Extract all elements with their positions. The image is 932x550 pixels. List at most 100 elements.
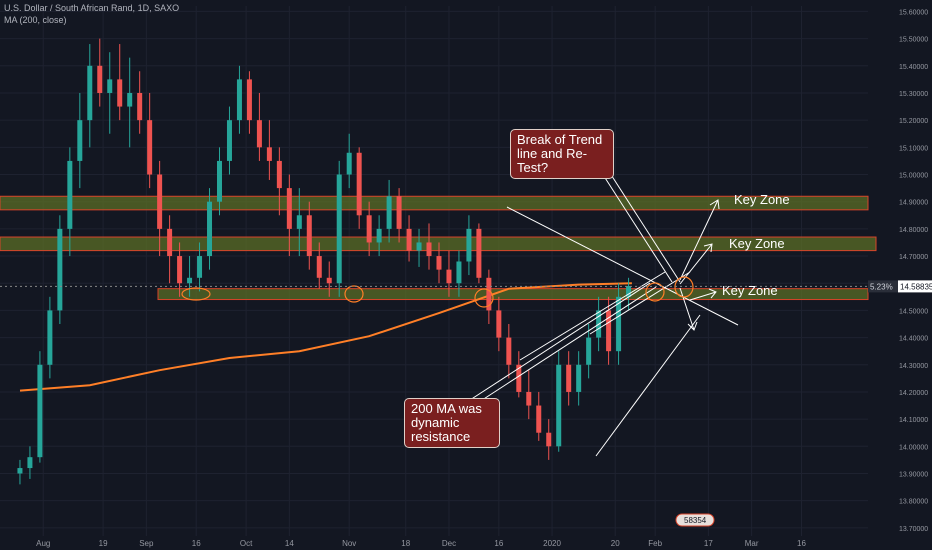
candle <box>336 160 342 297</box>
x-tick-label: Aug <box>36 539 50 548</box>
x-tick-label: 16 <box>494 539 503 548</box>
x-tick-label: Oct <box>240 539 253 548</box>
candle <box>67 147 73 257</box>
y-tick-label: 14.10000 <box>899 417 928 424</box>
indicator-label: MA (200, close) <box>4 15 67 25</box>
projection-arrow-top <box>679 199 720 281</box>
callout-ma-resistance: 200 MA was dynamic resistance <box>404 398 500 448</box>
x-tick-label: 18 <box>401 539 410 548</box>
candle <box>576 351 582 406</box>
callout-arrow-ma-2 <box>475 286 657 405</box>
candle <box>97 38 103 107</box>
candle <box>546 419 552 460</box>
y-tick-label: 14.70000 <box>899 254 928 261</box>
candle <box>216 147 222 216</box>
touch-marker <box>344 285 364 303</box>
key-zone-label-top: Key Zone <box>734 192 790 207</box>
candle <box>606 296 612 365</box>
y-tick-label: 15.30000 <box>899 91 928 98</box>
trend-drawings <box>469 169 739 457</box>
candle <box>496 296 502 352</box>
candles <box>17 38 632 485</box>
candle <box>246 71 252 134</box>
gridlines <box>0 6 868 536</box>
price-tag-percent: 5.23% <box>870 282 893 291</box>
bottom-badge-text: 58354 <box>684 516 707 525</box>
candle <box>406 215 412 262</box>
time-axis: Aug 19 Sep 16 Oct 14 Nov 18 Dec 16 2020 20 Feb 17 Mar 1… <box>36 539 806 548</box>
projection-arrow-down <box>679 287 698 331</box>
callout-break-of-trend: Break of Trend line and Re-Test? <box>510 129 614 179</box>
candle <box>17 459 23 485</box>
x-tick-label: 17 <box>704 539 713 548</box>
y-tick-label: 14.80000 <box>899 227 928 234</box>
channel-line-lower <box>595 314 701 457</box>
price-tag-percent-bg <box>868 280 898 293</box>
candle <box>47 296 53 379</box>
touch-marker <box>181 287 211 301</box>
candle <box>486 269 492 324</box>
support-touch-markers <box>181 276 694 308</box>
price-tag-price: 14.58835 <box>900 282 932 291</box>
bottom-badge[interactable]: 58354 <box>675 513 715 527</box>
key-zone-band <box>0 236 877 252</box>
x-tick-label: 20 <box>611 539 620 548</box>
y-tick-label: 15.00000 <box>899 173 928 180</box>
price-tag-price-bg <box>898 280 932 293</box>
x-tick-label: Mar <box>745 539 759 548</box>
candle <box>296 188 302 257</box>
candle <box>266 120 272 180</box>
y-tick-label: 15.20000 <box>899 118 928 125</box>
candle <box>207 188 213 270</box>
y-tick-label: 15.10000 <box>899 145 928 152</box>
candle <box>326 261 332 297</box>
candle <box>396 188 402 243</box>
candle <box>117 44 123 121</box>
candle <box>57 215 63 324</box>
candle <box>476 223 482 284</box>
y-tick-label: 13.80000 <box>899 499 928 506</box>
candle <box>167 215 173 284</box>
x-tick-label: Feb <box>648 539 662 548</box>
candle <box>516 351 522 398</box>
candle <box>286 174 292 257</box>
x-tick-label: 19 <box>99 539 108 548</box>
candle <box>306 201 312 270</box>
candle <box>226 106 232 175</box>
touch-marker <box>474 288 494 308</box>
trend-line-upper <box>506 206 739 326</box>
candle <box>147 92 153 189</box>
candle <box>376 215 382 257</box>
candle <box>187 256 193 297</box>
candle <box>366 201 372 257</box>
candle <box>27 446 33 479</box>
candle <box>137 71 143 134</box>
y-tick-label: 14.00000 <box>899 444 928 451</box>
callout-arrow-break <box>599 169 673 283</box>
channel-line-upper <box>589 271 691 335</box>
candle <box>526 370 532 420</box>
price-tag: 5.23% 14.58835 <box>868 280 932 293</box>
y-tick-label: 14.20000 <box>899 390 928 397</box>
price-axis: 15.60000 15.50000 15.40000 15.30000 15.20000… <box>899 9 928 532</box>
candle <box>236 65 242 134</box>
ma200-line <box>19 282 632 392</box>
candle <box>566 351 572 406</box>
symbol-title: U.S. Dollar / South African Rand, 1D, SA… <box>4 3 180 13</box>
touch-marker <box>645 282 665 302</box>
candle <box>316 242 322 289</box>
candle <box>197 242 203 292</box>
y-tick-label: 13.70000 <box>899 526 928 533</box>
candle <box>276 147 282 216</box>
candle <box>436 242 442 284</box>
callout-arrow-break-2 <box>607 169 681 283</box>
candle <box>416 228 422 267</box>
y-tick-label: 15.40000 <box>899 64 928 71</box>
candle <box>456 250 462 297</box>
y-tick-label: 15.60000 <box>899 9 928 16</box>
candle <box>256 92 262 161</box>
x-tick-label: 2020 <box>543 539 561 548</box>
candle <box>536 391 542 441</box>
candle <box>37 351 43 463</box>
